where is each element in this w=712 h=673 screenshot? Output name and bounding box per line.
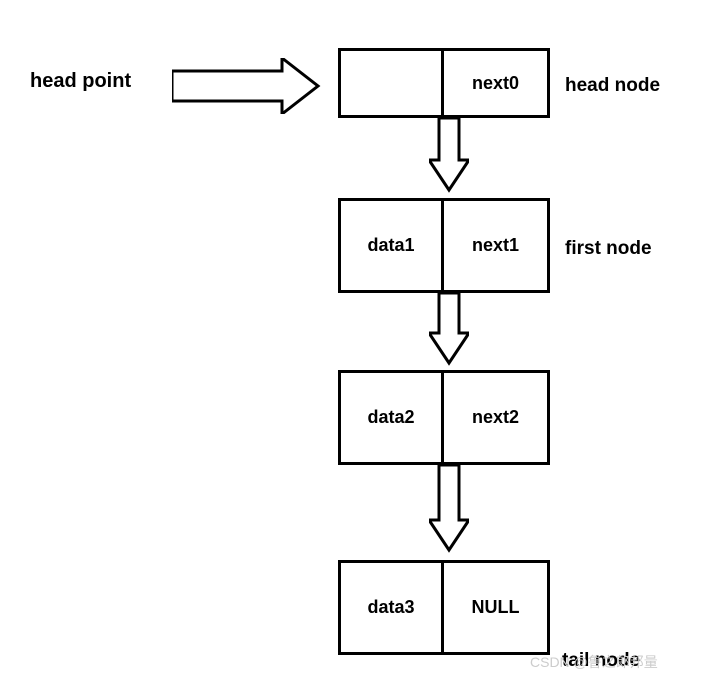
arrow-0-1 xyxy=(429,118,469,203)
node-head-data xyxy=(341,51,444,115)
watermark-text: CSDN @鲁之郎邦量 xyxy=(530,652,658,672)
node-tail: data3 NULL xyxy=(338,560,550,655)
node-head: next0 xyxy=(338,48,550,118)
node-first-next: next1 xyxy=(444,201,547,290)
node-second-next: next2 xyxy=(444,373,547,462)
node-second-data: data2 xyxy=(341,373,444,462)
node-head-next: next0 xyxy=(444,51,547,115)
arrow-2-3 xyxy=(429,465,469,565)
head-node-label: head node xyxy=(565,75,660,97)
arrow-1-2 xyxy=(429,293,469,376)
node-tail-next: NULL xyxy=(444,563,547,652)
head-point-arrow xyxy=(172,58,332,119)
node-first: data1 next1 xyxy=(338,198,550,293)
node-second: data2 next2 xyxy=(338,370,550,465)
head-point-label: head point xyxy=(30,70,131,93)
node-first-data: data1 xyxy=(341,201,444,290)
first-node-label: first node xyxy=(565,238,652,260)
node-tail-data: data3 xyxy=(341,563,444,652)
